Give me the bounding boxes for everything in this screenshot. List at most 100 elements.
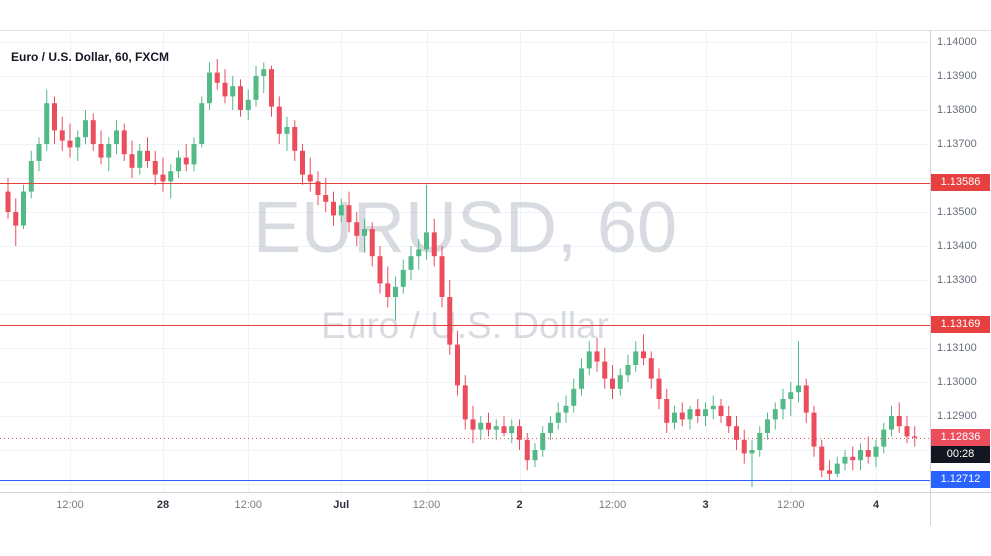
candle bbox=[571, 378, 577, 413]
candle bbox=[214, 59, 220, 90]
candle bbox=[67, 123, 73, 158]
candle bbox=[137, 144, 143, 175]
candle-body bbox=[780, 399, 786, 410]
candle bbox=[873, 439, 879, 467]
candle bbox=[106, 137, 112, 172]
time-axis-border bbox=[0, 492, 991, 493]
candle-body bbox=[362, 229, 367, 236]
candle bbox=[517, 419, 522, 450]
candle bbox=[772, 402, 778, 430]
candle bbox=[586, 341, 592, 376]
candle-body bbox=[21, 191, 26, 226]
candle-body bbox=[741, 439, 747, 454]
candle-body bbox=[579, 368, 584, 389]
candle bbox=[315, 171, 321, 206]
candle-body bbox=[827, 470, 832, 474]
candle bbox=[617, 368, 623, 396]
candle-body bbox=[331, 201, 336, 216]
candle bbox=[346, 191, 352, 233]
price-chart-canvas[interactable]: EURUSD, 60 Euro / U.S. Dollar bbox=[0, 30, 930, 492]
horizontal-level-lines[interactable] bbox=[0, 183, 930, 481]
price-axis[interactable]: 1.14000 1.13900 1.13800 1.13700 1.13500 1.134… bbox=[931, 30, 991, 492]
candle bbox=[478, 416, 484, 440]
candle bbox=[338, 198, 344, 223]
candle bbox=[447, 280, 453, 355]
candle bbox=[183, 144, 189, 172]
candle-body bbox=[563, 405, 569, 413]
candle-body bbox=[160, 174, 166, 182]
candle-body bbox=[222, 82, 228, 97]
time-tick-major: Jul bbox=[333, 499, 350, 511]
candle bbox=[672, 405, 677, 430]
candle bbox=[834, 456, 840, 478]
candle bbox=[377, 246, 383, 294]
candle-body bbox=[408, 256, 414, 270]
candle bbox=[741, 429, 747, 464]
bar-countdown-label: 00:28 bbox=[931, 446, 990, 464]
candle bbox=[904, 416, 910, 444]
candle bbox=[765, 412, 770, 440]
candle-body bbox=[842, 456, 848, 464]
candle-body bbox=[152, 161, 158, 175]
candle bbox=[21, 184, 26, 229]
candle bbox=[408, 246, 414, 280]
candle-body bbox=[183, 157, 189, 165]
candle-body bbox=[44, 103, 50, 144]
candle bbox=[850, 446, 856, 471]
candle bbox=[129, 140, 135, 178]
symbol-legend-title[interactable]: Euro / U.S. Dollar, 60, FXCM bbox=[11, 50, 170, 64]
price-tick-label: 1.13000 bbox=[937, 376, 977, 388]
candle-body bbox=[199, 103, 205, 144]
candle bbox=[160, 157, 166, 192]
candle-body bbox=[819, 446, 825, 471]
candle bbox=[827, 460, 832, 481]
candle-body bbox=[145, 150, 150, 161]
candle bbox=[431, 218, 437, 267]
candle-body bbox=[858, 450, 863, 461]
candle-body bbox=[5, 191, 11, 212]
candle-body bbox=[555, 412, 561, 423]
candle-body bbox=[90, 120, 96, 144]
candle bbox=[83, 110, 88, 144]
candle-body bbox=[300, 150, 305, 175]
support-price-label: 1.12712 bbox=[931, 471, 990, 489]
resistance-price-label: 1.13169 bbox=[931, 316, 990, 334]
candle-body bbox=[509, 426, 515, 433]
candle-body bbox=[679, 412, 685, 420]
candle-body bbox=[703, 409, 708, 416]
watermark-symbol: EURUSD, 60 bbox=[253, 188, 677, 268]
candle-body bbox=[749, 450, 755, 454]
candle-body bbox=[439, 256, 445, 297]
candle-body bbox=[532, 450, 538, 461]
candle-body bbox=[641, 351, 646, 359]
candle-body bbox=[486, 422, 491, 430]
candle-body bbox=[28, 161, 34, 192]
candle bbox=[509, 419, 515, 444]
candle-body bbox=[52, 103, 57, 131]
candle bbox=[687, 405, 693, 430]
candle bbox=[145, 137, 150, 168]
candle-body bbox=[393, 286, 398, 297]
candle bbox=[881, 422, 887, 454]
candle bbox=[261, 62, 267, 93]
price-tick-label: 1.13700 bbox=[937, 138, 977, 150]
price-tick-label: 1.13800 bbox=[937, 104, 977, 116]
candles-series bbox=[5, 59, 918, 488]
candle bbox=[238, 79, 243, 117]
candle-body bbox=[726, 416, 732, 427]
candle-body bbox=[121, 130, 127, 155]
candle-body bbox=[548, 422, 553, 433]
candle bbox=[656, 368, 662, 410]
candle-body bbox=[710, 405, 716, 410]
candle bbox=[648, 351, 654, 389]
time-tick-minor: 12:00 bbox=[776, 499, 805, 511]
candle bbox=[579, 358, 584, 396]
candle-body bbox=[385, 283, 391, 297]
candle bbox=[679, 402, 685, 427]
time-axis[interactable]: 12:00 28 12:00 Jul 12:00 2 12:00 3 12:00 4 bbox=[0, 492, 930, 526]
candle-body bbox=[881, 429, 887, 447]
candle bbox=[354, 212, 360, 246]
candle bbox=[36, 137, 42, 172]
candle-body bbox=[114, 130, 119, 144]
